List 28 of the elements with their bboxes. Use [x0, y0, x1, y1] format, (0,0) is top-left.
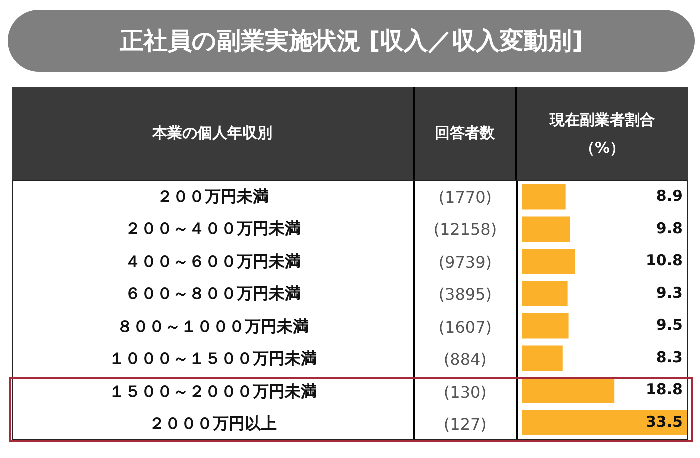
- data-label: 9.5: [656, 316, 683, 334]
- data-label: 8.9: [656, 187, 683, 206]
- y2-tick-label: (884): [442, 349, 488, 372]
- y-tick-label: ６００～８００万円未満: [124, 283, 302, 306]
- y2-tick-label: (3895): [438, 284, 493, 306]
- y2-tick-label: (1607): [438, 316, 493, 339]
- y-tick-label: ４００～６００万円未満: [124, 250, 302, 273]
- y-tick-label: １０００～１５００万円未満: [108, 348, 318, 370]
- data-label: 10.8: [646, 252, 683, 270]
- y2-tick-label: (127): [442, 414, 488, 436]
- y-tick-label: ２００～４００万円未満: [124, 218, 302, 240]
- data-label: 8.3: [656, 348, 683, 366]
- y2-tick-label: (1770): [438, 186, 493, 209]
- data-label: 33.5: [646, 412, 683, 431]
- y-axis-title: 本業の個人年収別: [12, 87, 415, 180]
- y2-axis-title: 回答者数: [415, 87, 517, 180]
- y-tick-label: ２００万円未満: [156, 186, 270, 208]
- data-label: 9.3: [656, 284, 683, 302]
- y2-tick-label: (9739): [438, 252, 493, 274]
- x-axis-title: 現在副業者割合（%）: [548, 110, 656, 158]
- data-label: 9.8: [656, 219, 683, 238]
- y2-tick-label: (12158): [432, 219, 498, 242]
- y-tick-label: ８００～１０００万円未満: [116, 316, 310, 338]
- chart-title: 正社員の副業実施状況 [収入／収入変動別]: [120, 26, 584, 57]
- y-tick-label: ２０００万円以上: [148, 413, 278, 436]
- data-label: 18.8: [646, 380, 683, 399]
- y2-tick-label: (130): [442, 382, 488, 404]
- y-tick-label: １５００～２０００万円未満: [108, 380, 318, 403]
